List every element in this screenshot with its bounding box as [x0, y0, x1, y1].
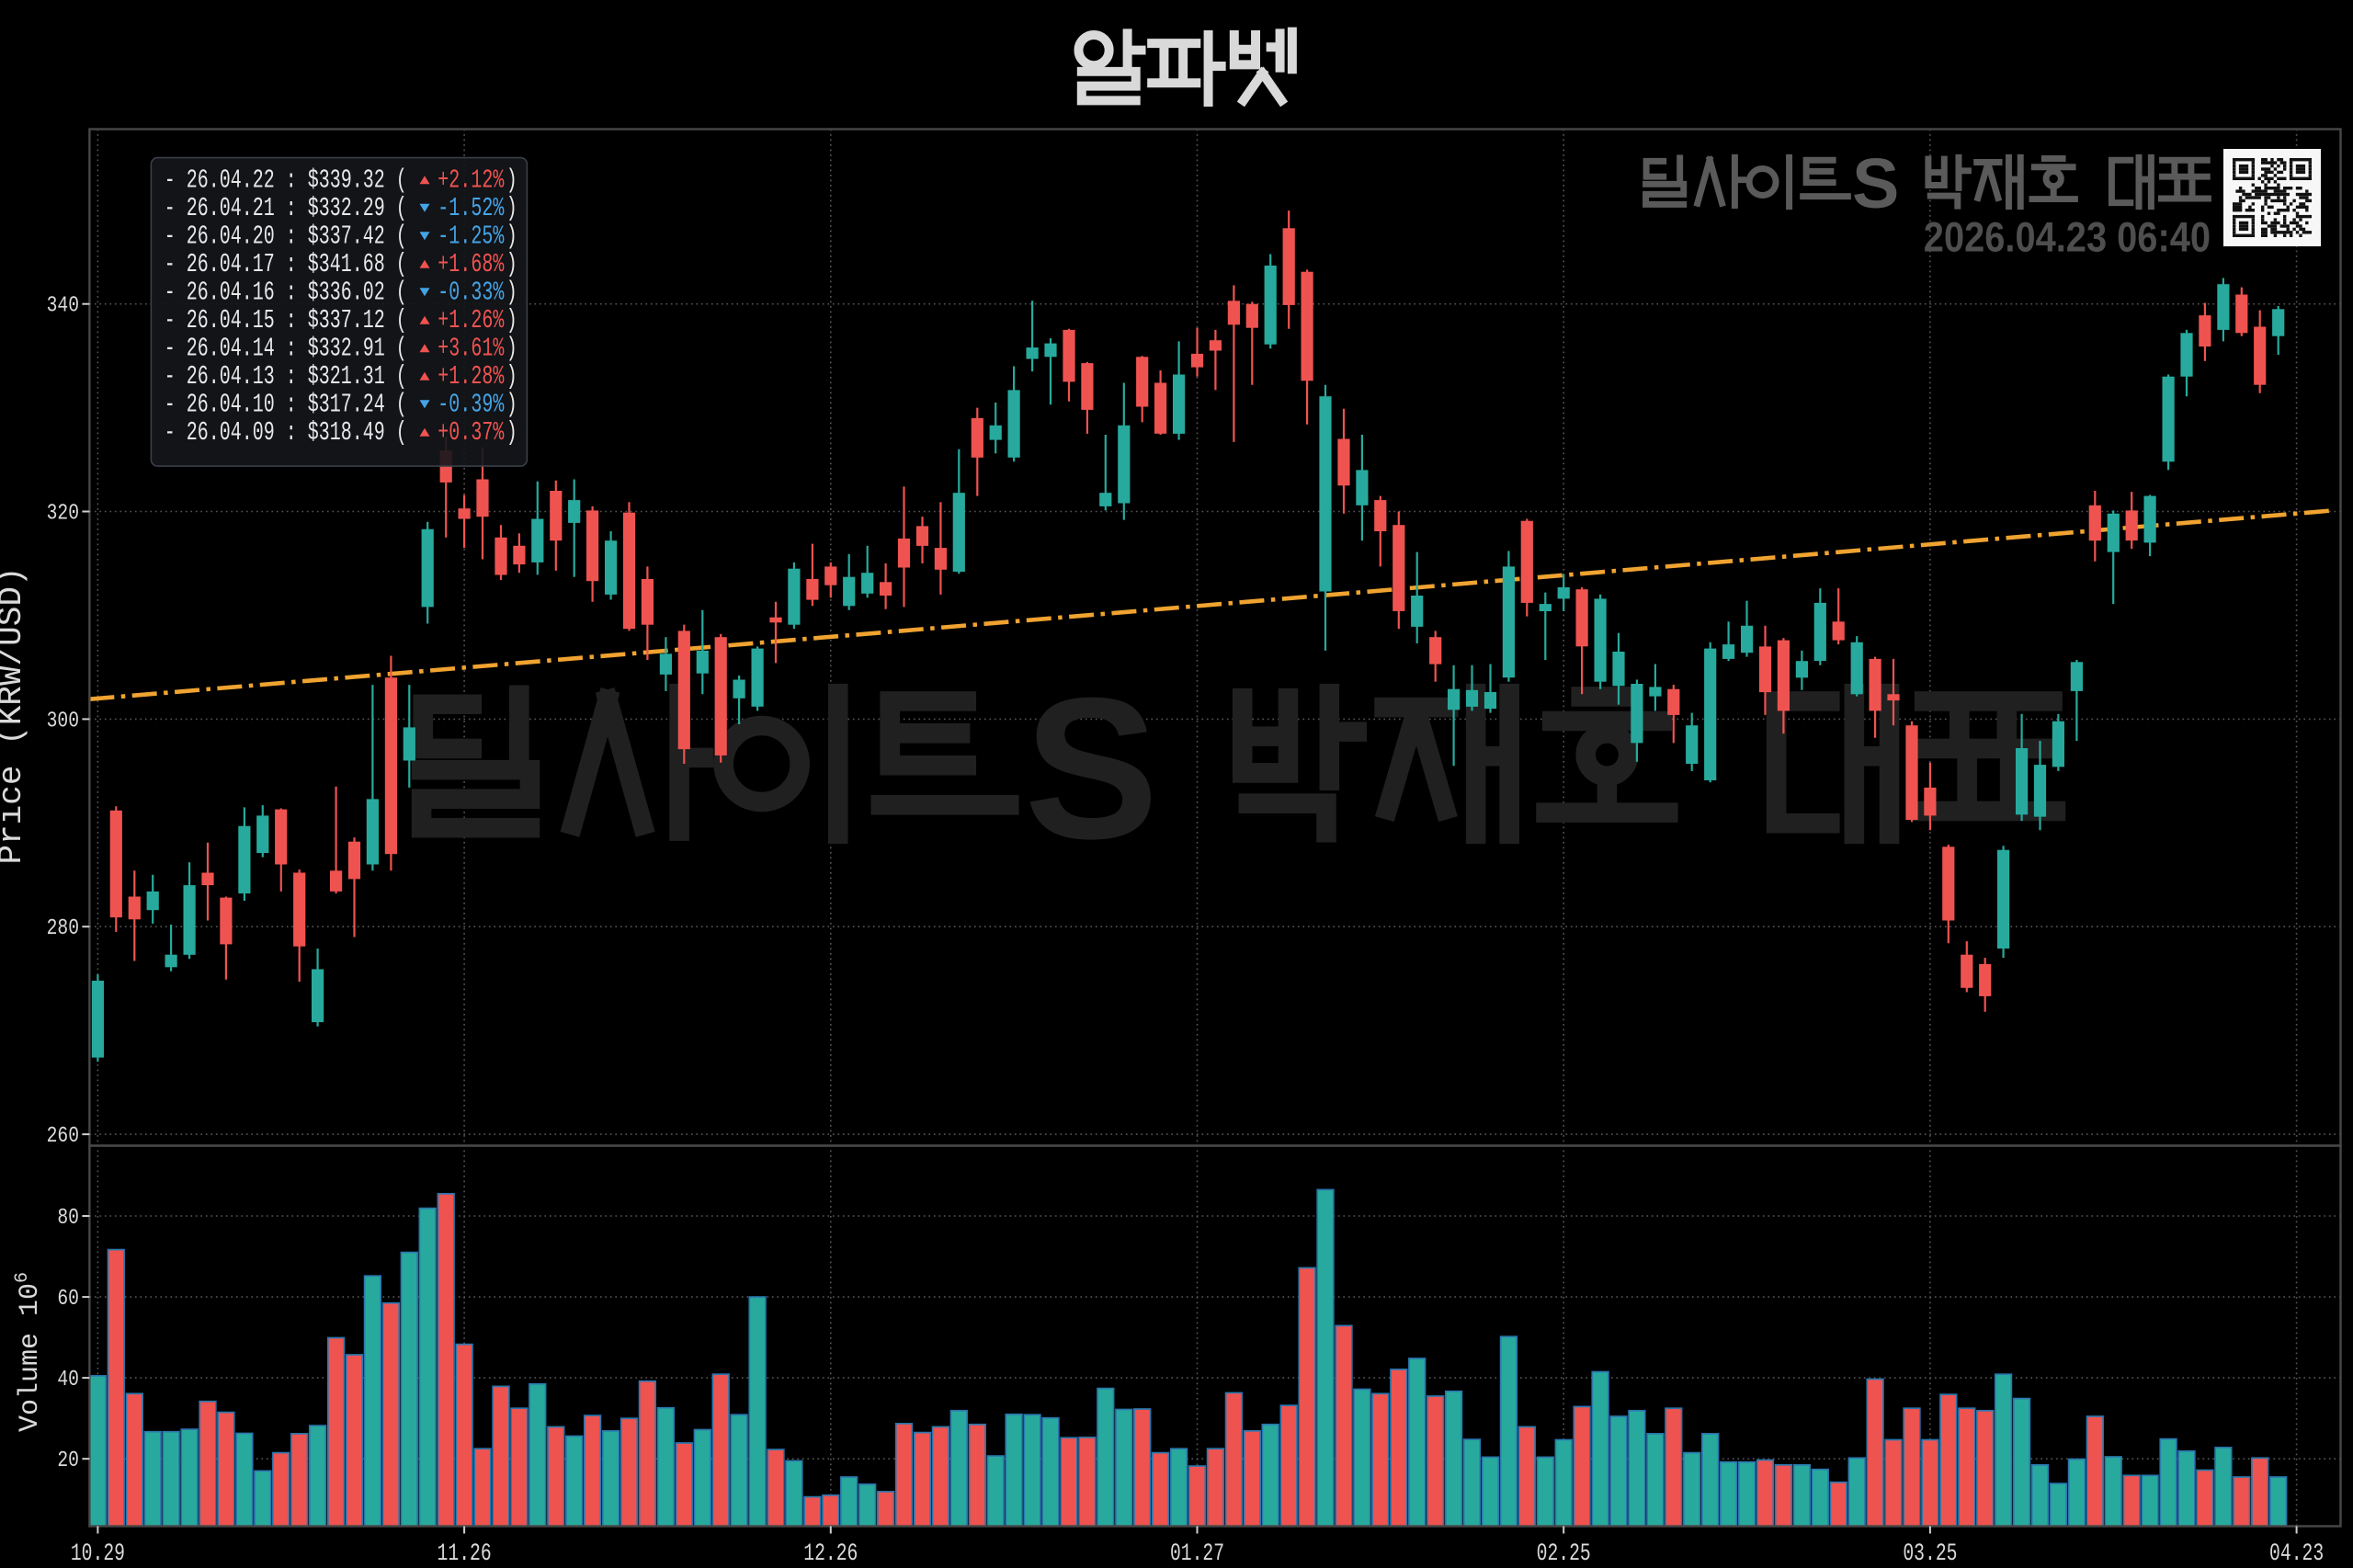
svg-text:- 26.04.15 : $337.12 (: - 26.04.15 : $337.12 ( — [165, 306, 407, 336]
svg-text:-1.52%: -1.52% — [438, 194, 504, 224]
svg-text:): ) — [506, 194, 517, 224]
svg-text:): ) — [506, 278, 517, 308]
svg-text:-1.25%: -1.25% — [438, 222, 504, 252]
svg-text:300: 300 — [47, 709, 79, 733]
svg-text:- 26.04.20 : $337.42 (: - 26.04.20 : $337.42 ( — [165, 222, 407, 252]
svg-text:+1.28%: +1.28% — [438, 362, 504, 392]
svg-text:80: 80 — [57, 1205, 79, 1230]
svg-text:280: 280 — [47, 916, 79, 941]
svg-text:): ) — [506, 418, 517, 449]
svg-text:-0.33%: -0.33% — [438, 278, 504, 308]
svg-text:11.26: 11.26 — [438, 1540, 492, 1568]
svg-text:): ) — [506, 362, 517, 392]
svg-text:- 26.04.09 : $318.49 (: - 26.04.09 : $318.49 ( — [165, 418, 407, 449]
svg-text:+1.68%: +1.68% — [438, 250, 504, 280]
svg-text:- 26.04.21 : $332.29 (: - 26.04.21 : $332.29 ( — [165, 194, 407, 224]
svg-text:+1.26%: +1.26% — [438, 306, 504, 336]
svg-text:Volume 106: Volume 106 — [12, 1272, 46, 1432]
svg-text:02.25: 02.25 — [1537, 1540, 1591, 1568]
svg-text:): ) — [506, 390, 517, 420]
svg-text:- 26.04.13 : $321.31 (: - 26.04.13 : $321.31 ( — [165, 362, 407, 392]
svg-text:S: S — [1852, 144, 1899, 223]
svg-text:04.23: 04.23 — [2269, 1540, 2324, 1568]
svg-text:+0.37%: +0.37% — [438, 418, 504, 449]
svg-text:): ) — [506, 334, 517, 364]
svg-text:- 26.04.14 : $332.91 (: - 26.04.14 : $332.91 ( — [165, 334, 407, 364]
svg-text:2026.04.23 06:40: 2026.04.23 06:40 — [1924, 215, 2211, 261]
svg-text:- 26.04.16 : $336.02 (: - 26.04.16 : $336.02 ( — [165, 278, 407, 308]
svg-text:-0.39%: -0.39% — [438, 390, 504, 420]
svg-text:+2.12%: +2.12% — [438, 165, 504, 196]
svg-text:): ) — [506, 165, 517, 196]
svg-text:): ) — [506, 250, 517, 280]
svg-text:20: 20 — [57, 1449, 79, 1473]
svg-text:60: 60 — [57, 1286, 79, 1311]
svg-text:01.27: 01.27 — [1170, 1540, 1224, 1568]
svg-text:+3.61%: +3.61% — [438, 334, 504, 364]
svg-text:12.26: 12.26 — [803, 1540, 858, 1568]
svg-text:340: 340 — [47, 293, 79, 318]
svg-text:40: 40 — [57, 1367, 79, 1392]
svg-text:- 26.04.17 : $341.68 (: - 26.04.17 : $341.68 ( — [165, 250, 407, 280]
svg-text:260: 260 — [47, 1123, 79, 1148]
svg-text:10.29: 10.29 — [71, 1540, 125, 1568]
svg-text:03.25: 03.25 — [1903, 1540, 1957, 1568]
svg-text:S: S — [1024, 657, 1158, 881]
svg-text:- 26.04.10 : $317.24 (: - 26.04.10 : $317.24 ( — [165, 390, 407, 420]
svg-text:320: 320 — [47, 501, 79, 526]
svg-text:Price (KRW/USD): Price (KRW/USD) — [0, 566, 30, 864]
svg-text:): ) — [506, 306, 517, 336]
svg-text:- 26.04.22 : $339.32 (: - 26.04.22 : $339.32 ( — [165, 165, 407, 196]
svg-text:): ) — [506, 222, 517, 252]
